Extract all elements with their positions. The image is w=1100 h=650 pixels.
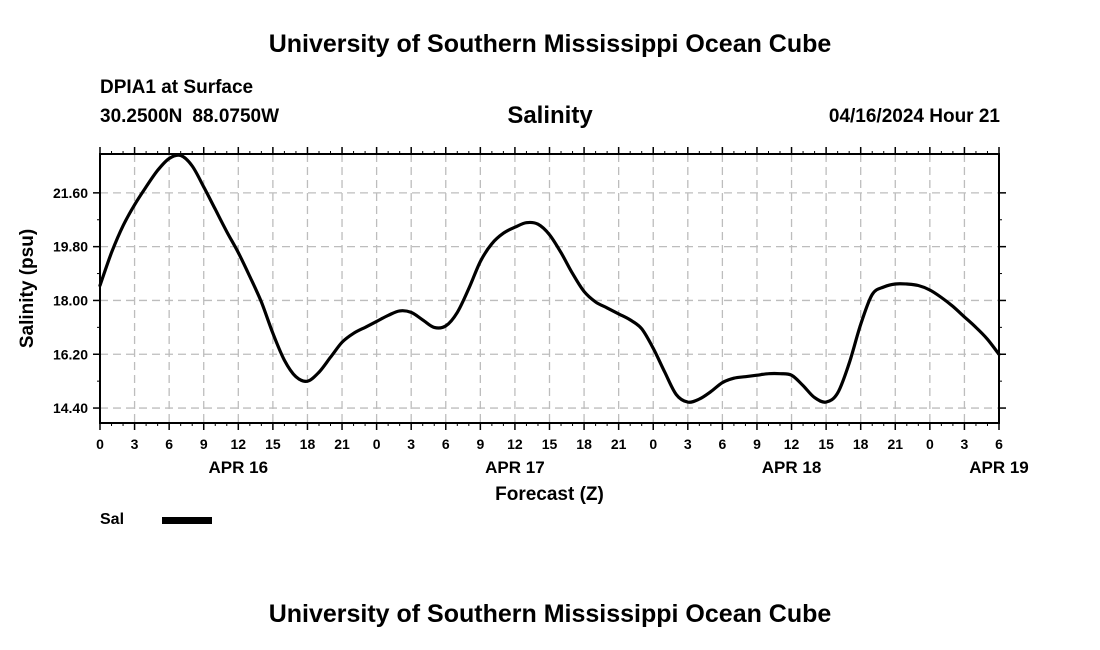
plot-frame: [99, 153, 1000, 424]
chart-title: Salinity: [507, 102, 593, 129]
x-tick-label: 12: [231, 436, 247, 452]
x-tick-label: 0: [926, 436, 934, 452]
station-label: DPIA1 at Surface: [100, 77, 254, 98]
x-tick-label: 12: [784, 436, 800, 452]
date-label: APR 19: [969, 458, 1029, 477]
x-tick-label: 3: [407, 436, 415, 452]
x-axis-title: Forecast (Z): [495, 484, 604, 505]
x-tick-label: 3: [961, 436, 969, 452]
x-tick-label: 0: [373, 436, 381, 452]
date-label: APR 18: [762, 458, 822, 477]
x-tick-label: 3: [131, 436, 139, 452]
date-label: APR 16: [209, 458, 269, 477]
series-layer: [98, 153, 1001, 404]
forecast-datetime: 04/16/2024 Hour 21: [828, 106, 1000, 127]
y-tick-label: 18.00: [53, 292, 88, 308]
footer-title: University of Southern Mississippi Ocean…: [268, 600, 832, 628]
y-tick-label: 19.80: [53, 239, 88, 255]
latitude-label: 30.2500N: [100, 106, 183, 127]
x-tick-label: 9: [753, 436, 761, 452]
legend-label: Sal: [100, 511, 125, 528]
x-tick-label: 18: [300, 436, 316, 452]
x-tick-label: 21: [887, 436, 903, 452]
y-tick-label: 21.60: [53, 185, 88, 201]
x-tick-label: 21: [611, 436, 627, 452]
x-tick-label: 15: [265, 436, 281, 452]
x-tick-label: 6: [442, 436, 450, 452]
y-axis-title: Salinity (psu): [17, 229, 38, 348]
y-tick-label: 16.20: [53, 346, 88, 362]
x-tick-label: 21: [334, 436, 350, 452]
page-title: University of Southern Mississippi Ocean…: [268, 30, 832, 58]
legend-swatch: [162, 517, 212, 524]
x-tick-label: 9: [200, 436, 208, 452]
longitude-label: 88.0750W: [192, 106, 280, 127]
series-line-sal: [98, 153, 1001, 404]
x-tick-label: 12: [507, 436, 523, 452]
grid-layer: [100, 154, 999, 423]
y-tick-label: 14.40: [53, 400, 88, 416]
x-tick-label: 15: [818, 436, 834, 452]
label-layer: Forecast (Z) Salinity (psu) 0 3 6 9 12 15 18 21…: [17, 185, 1029, 505]
x-tick-label: 0: [649, 436, 657, 452]
x-tick-label: 6: [995, 436, 1003, 452]
date-label: APR 17: [485, 458, 545, 477]
x-tick-label: 6: [165, 436, 173, 452]
x-tick-label: 3: [684, 436, 692, 452]
x-tick-label: 0: [96, 436, 104, 452]
x-tick-label: 18: [576, 436, 592, 452]
x-tick-label: 6: [718, 436, 726, 452]
station-coordinates: 30.2500N 88.0750W: [100, 106, 279, 128]
x-tick-label: 9: [476, 436, 484, 452]
x-tick-label: 18: [853, 436, 869, 452]
x-tick-label: 15: [542, 436, 558, 452]
